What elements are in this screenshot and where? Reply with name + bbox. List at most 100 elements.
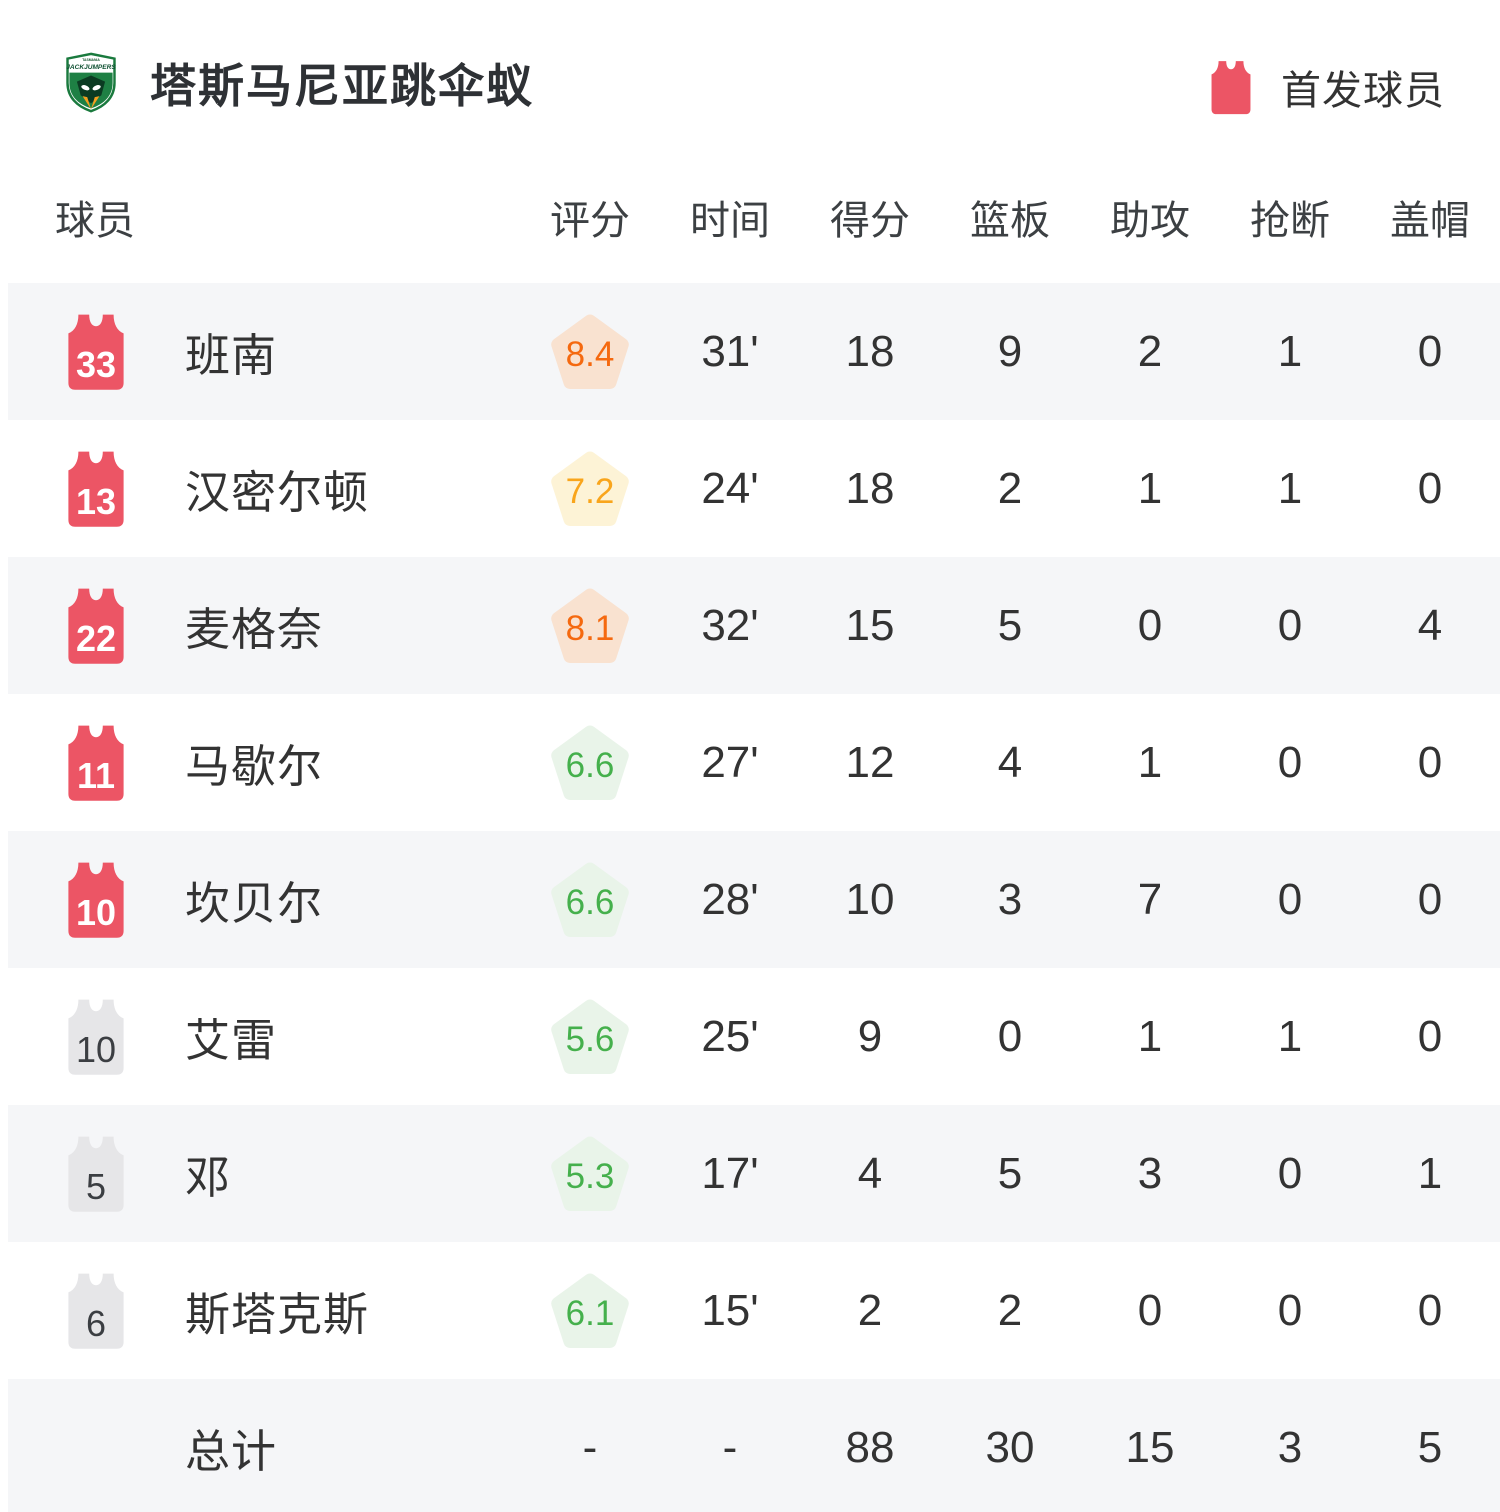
blocks-cell: 0 <box>1417 1011 1443 1061</box>
team-logo-icon: TASMANIA JACKJUMPERS <box>66 52 116 113</box>
jersey-number: 6 <box>85 1302 107 1344</box>
points-cell: 18 <box>845 326 895 376</box>
player-row[interactable]: 5 邓 5.3 17' 4 5 3 0 1 <box>8 1105 1500 1242</box>
assists-cell: 3 <box>1137 1148 1163 1198</box>
blocks-cell: 0 <box>1417 326 1443 376</box>
player-name: 班南 <box>185 330 278 381</box>
rating-badge: 5.3 <box>548 1132 632 1216</box>
rebounds-cell: 4 <box>997 737 1023 787</box>
jersey-icon: 13 <box>62 450 130 528</box>
steals-cell: 0 <box>1277 1285 1303 1335</box>
steals-cell: 1 <box>1277 1011 1303 1061</box>
points-cell: 4 <box>857 1148 883 1198</box>
player-name: 坎贝尔 <box>185 878 324 929</box>
rating-badge: 8.4 <box>548 310 632 394</box>
player-table-body: 33 班南 8.4 31' 18 9 2 1 0 13 汉密尔顿 7 <box>0 283 1500 1379</box>
player-row[interactable]: 6 斯塔克斯 6.1 15' 2 2 0 0 0 <box>8 1242 1500 1379</box>
assists-cell: 0 <box>1137 1285 1163 1335</box>
blocks-cell: 0 <box>1417 1285 1443 1335</box>
points-cell: 15 <box>845 600 895 650</box>
steals-cell: 1 <box>1277 463 1303 513</box>
player-cell: 10 坎贝尔 <box>8 861 520 939</box>
player-row[interactable]: 22 麦格奈 8.1 32' 15 5 0 0 4 <box>8 557 1500 694</box>
rebounds-cell: 5 <box>997 600 1023 650</box>
player-name: 麦格奈 <box>185 604 324 655</box>
minutes-cell: 28' <box>701 874 759 924</box>
rating-badge: 5.6 <box>548 995 632 1079</box>
total-row: 总计 - - 88 30 15 3 5 <box>8 1379 1500 1512</box>
rating-value: 6.6 <box>565 882 615 922</box>
column-header-player: 球员 <box>55 198 135 243</box>
team-header: TASMANIA JACKJUMPERS 塔斯马尼亚跳伞蚁 首发球员 <box>0 0 1500 150</box>
total-rebounds: 30 <box>985 1422 1035 1472</box>
total-assists: 15 <box>1125 1422 1175 1472</box>
rebounds-cell: 2 <box>997 1285 1023 1335</box>
player-name: 邓 <box>185 1152 232 1203</box>
player-row[interactable]: 33 班南 8.4 31' 18 9 2 1 0 <box>8 283 1500 420</box>
starter-jersey-icon <box>1207 60 1255 115</box>
rating-value: 7.2 <box>565 471 615 511</box>
svg-text:JACKJUMPERS: JACKJUMPERS <box>66 64 116 71</box>
total-rating: - <box>582 1422 598 1472</box>
jersey-number: 11 <box>76 754 116 796</box>
jersey-icon: 10 <box>62 998 130 1076</box>
player-row[interactable]: 10 艾雷 5.6 25' 9 0 1 1 0 <box>8 968 1500 1105</box>
steals-cell: 0 <box>1277 874 1303 924</box>
player-cell: 11 马歇尔 <box>8 724 520 802</box>
jersey-number: 22 <box>75 617 117 659</box>
player-cell: 13 汉密尔顿 <box>8 450 520 528</box>
jersey-number: 13 <box>75 480 117 522</box>
rating-value: 6.6 <box>565 745 615 785</box>
rebounds-cell: 0 <box>997 1011 1023 1061</box>
jersey-icon: 22 <box>62 587 130 665</box>
steals-cell: 0 <box>1277 1148 1303 1198</box>
rating-badge: 6.6 <box>548 721 632 805</box>
blocks-cell: 4 <box>1417 600 1443 650</box>
column-header-assists: 抢断 <box>1250 198 1330 243</box>
total-points: 88 <box>845 1422 895 1472</box>
rating-value: 6.1 <box>565 1293 615 1333</box>
points-cell: 10 <box>845 874 895 924</box>
jersey-number: 10 <box>75 1028 117 1070</box>
player-row[interactable]: 13 汉密尔顿 7.2 24' 18 2 1 1 0 <box>8 420 1500 557</box>
jersey-icon: 10 <box>62 861 130 939</box>
rating-value: 5.3 <box>565 1156 615 1196</box>
total-blocks: 5 <box>1417 1422 1443 1472</box>
assists-cell: 0 <box>1137 600 1163 650</box>
player-cell: 33 班南 <box>8 313 520 391</box>
steals-cell: 1 <box>1277 326 1303 376</box>
player-row[interactable]: 11 马歇尔 6.6 27' 12 4 1 0 0 <box>8 694 1500 831</box>
total-label: 总计 <box>185 1426 278 1477</box>
column-header-steals: 助攻 <box>1110 198 1190 243</box>
rating-badge: 6.6 <box>548 858 632 942</box>
points-cell: 9 <box>857 1011 883 1061</box>
starter-legend-label: 首发球员 <box>1281 69 1445 113</box>
jersey-icon: 33 <box>62 313 130 391</box>
column-header-blocks: 盖帽 <box>1390 198 1470 243</box>
player-name: 马歇尔 <box>185 741 324 792</box>
jersey-number: 10 <box>75 891 117 933</box>
player-cell: 6 斯塔克斯 <box>8 1272 520 1350</box>
jersey-number: 5 <box>85 1165 107 1207</box>
steals-cell: 0 <box>1277 737 1303 787</box>
table-header-row: 球员 评分 时间 得分 篮板 助攻 抢断 盖帽 <box>8 150 1500 283</box>
jersey-icon: 6 <box>62 1272 130 1350</box>
blocks-cell: 0 <box>1417 737 1443 787</box>
rebounds-cell: 5 <box>997 1148 1023 1198</box>
blocks-cell: 1 <box>1417 1148 1443 1198</box>
blocks-cell: 0 <box>1417 463 1443 513</box>
rating-badge: 6.1 <box>548 1269 632 1353</box>
player-cell: 5 邓 <box>8 1135 520 1213</box>
total-time: - <box>722 1422 738 1472</box>
rating-badge: 7.2 <box>548 447 632 531</box>
jersey-icon: 5 <box>62 1135 130 1213</box>
assists-cell: 7 <box>1137 874 1163 924</box>
player-name: 斯塔克斯 <box>185 1289 370 1340</box>
player-row[interactable]: 10 坎贝尔 6.6 28' 10 3 7 0 0 <box>8 831 1500 968</box>
team-name: 塔斯马尼亚跳伞蚁 <box>150 60 534 112</box>
points-cell: 2 <box>857 1285 883 1335</box>
rating-value: 8.4 <box>565 334 615 374</box>
minutes-cell: 15' <box>701 1285 759 1335</box>
jersey-icon: 11 <box>62 724 130 802</box>
